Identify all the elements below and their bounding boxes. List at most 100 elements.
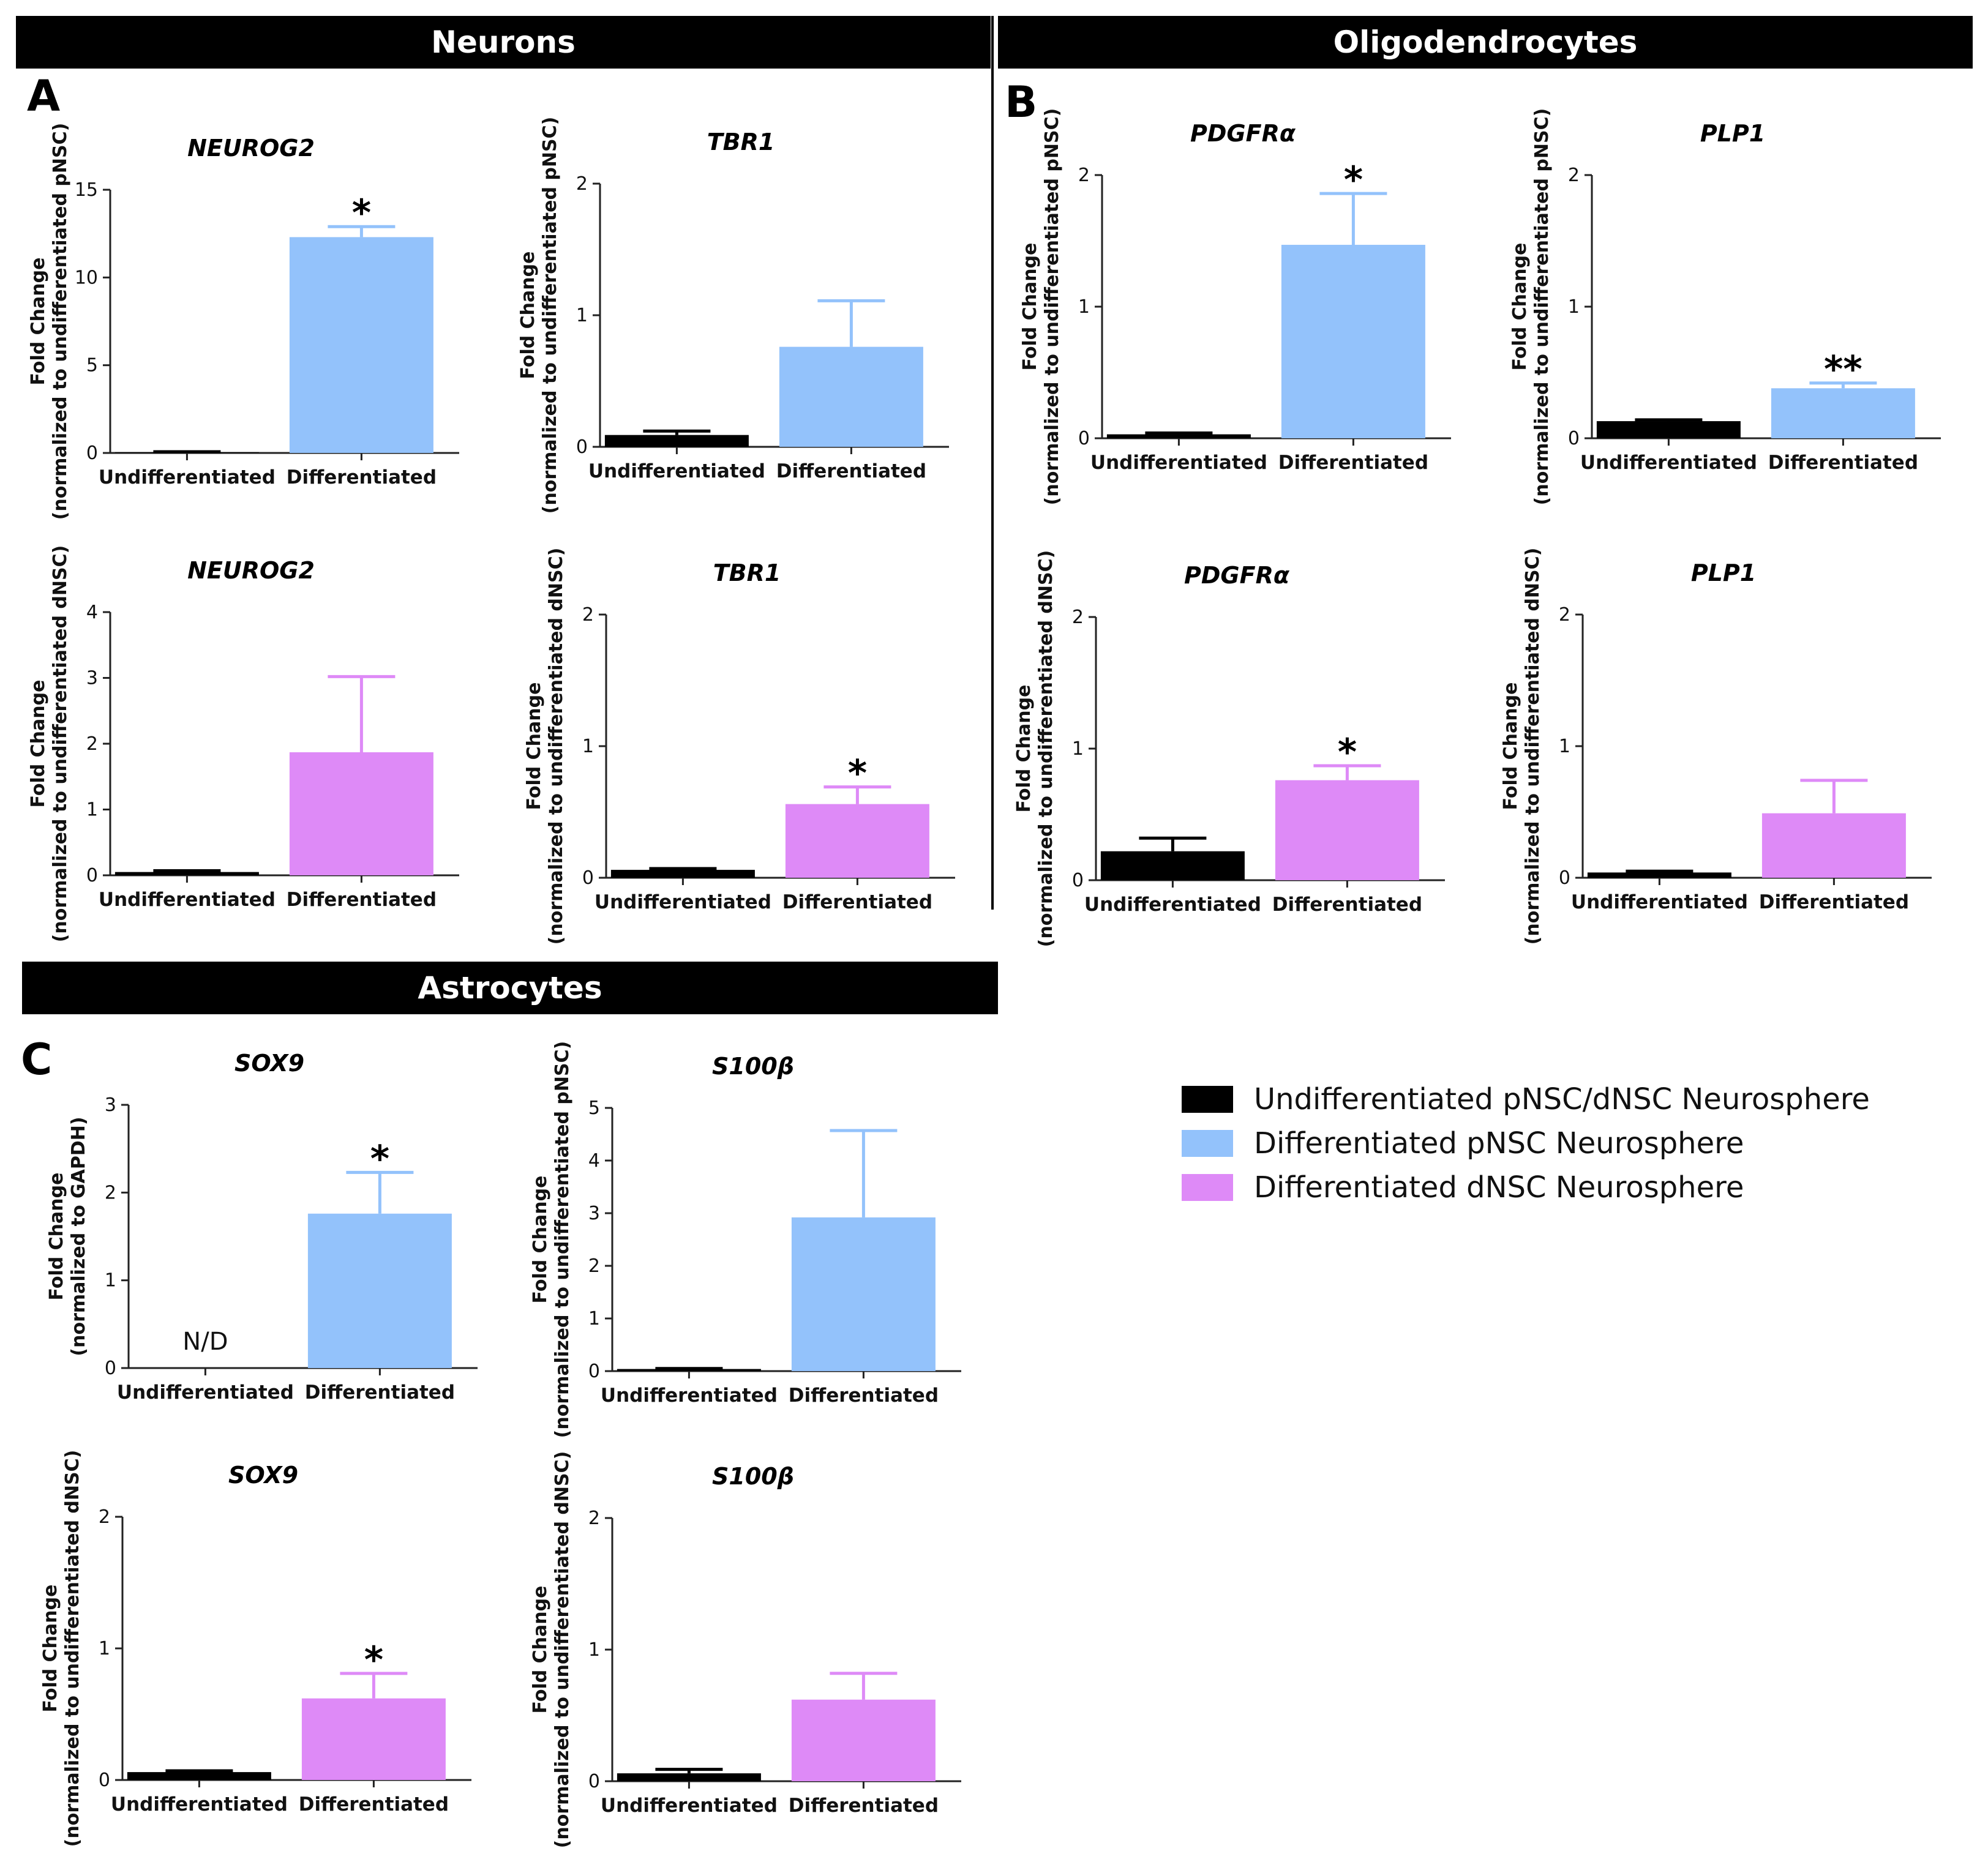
chart-tbr1-dnsc: TBR1 Fold Change (normalized to undifferen… bbox=[523, 548, 955, 944]
chart-s100b-pnsc: S100β Fold Change (normalized to undiffere… bbox=[530, 1041, 961, 1438]
bar bbox=[604, 435, 749, 447]
y-tick-label: 0 bbox=[588, 1771, 600, 1792]
y-tick-label: 0 bbox=[1559, 867, 1570, 889]
y-tick-label: 5 bbox=[588, 1098, 600, 1119]
y-tick-label: 2 bbox=[1072, 607, 1084, 628]
y-tick-label: 4 bbox=[588, 1150, 600, 1172]
chart-plp1-pnsc: PLP1 Fold Change (normalized to undifferen… bbox=[1509, 108, 1941, 506]
y-axis-label: Fold Change bbox=[1013, 685, 1035, 813]
y-axis-label: (normalized to GAPDH) bbox=[68, 1116, 89, 1356]
chart-tbr1-pnsc: TBR1 Fold Change (normalized to undifferen… bbox=[517, 117, 949, 514]
x-tick-label: Undifferentiated bbox=[1571, 891, 1748, 913]
significance-marker: * bbox=[370, 1137, 389, 1180]
chart-pdgfra-dnsc: PDGFRα Fold Change (normalized to undiffer… bbox=[1013, 550, 1445, 947]
x-tick-label: Differentiated bbox=[287, 889, 437, 911]
x-tick-label: Undifferentiated bbox=[117, 1382, 294, 1404]
x-tick-label: Undifferentiated bbox=[1090, 452, 1267, 474]
y-tick-label: 0 bbox=[1072, 870, 1084, 891]
chart-pdgfra-pnsc: PDGFRα Fold Change (normalized to undiffer… bbox=[1019, 108, 1451, 505]
y-tick-label: 3 bbox=[588, 1203, 600, 1224]
x-tick-label: Undifferentiated bbox=[601, 1385, 778, 1407]
chart-neurog2-pnsc: NEUROG2 Fold Change (normalized to undiffe… bbox=[28, 123, 459, 520]
y-tick-label: 0 bbox=[1568, 428, 1580, 449]
y-tick-label: 2 bbox=[1568, 165, 1580, 186]
significance-marker: ** bbox=[1824, 348, 1862, 391]
x-tick-label: Undifferentiated bbox=[99, 466, 276, 488]
chart-title: TBR1 bbox=[713, 559, 781, 586]
panel-divider bbox=[991, 16, 994, 910]
chart-title: SOX9 bbox=[228, 1462, 298, 1489]
y-tick-label: 1 bbox=[105, 1270, 116, 1292]
y-axis-label: Fold Change bbox=[1509, 243, 1531, 371]
bar bbox=[1596, 421, 1741, 438]
legend-swatch bbox=[1182, 1174, 1233, 1201]
legend-label: Differentiated dNSC Neurosphere bbox=[1254, 1170, 1744, 1205]
y-axis-label: Fold Change bbox=[28, 258, 49, 386]
x-tick-label: Differentiated bbox=[305, 1382, 455, 1404]
x-tick-label: Differentiated bbox=[789, 1795, 939, 1817]
y-tick-label: 1 bbox=[86, 799, 98, 821]
bar bbox=[785, 804, 929, 878]
bar bbox=[617, 1773, 761, 1781]
y-tick-label: 15 bbox=[75, 179, 98, 201]
chart-plp1-dnsc: PLP1 Fold Change (normalized to undifferen… bbox=[1500, 548, 1932, 944]
x-tick-label: Differentiated bbox=[1278, 452, 1428, 474]
y-axis-label: (normalized to undifferentiated pNSC) bbox=[552, 1041, 573, 1438]
legend-label: Undifferentiated pNSC/dNSC Neurosphere bbox=[1254, 1082, 1870, 1116]
y-tick-label: 5 bbox=[86, 355, 98, 376]
x-tick-label: Differentiated bbox=[1768, 452, 1918, 474]
bar bbox=[791, 1699, 936, 1781]
bar bbox=[301, 1698, 446, 1780]
chart-title: PLP1 bbox=[1691, 559, 1756, 586]
y-axis-label: (normalized to undifferentiated pNSC) bbox=[1531, 108, 1553, 506]
bar bbox=[779, 346, 923, 447]
bar bbox=[1275, 780, 1419, 880]
banner-neurons: Neurons bbox=[16, 16, 991, 69]
x-tick-label: Undifferentiated bbox=[111, 1793, 288, 1815]
bar bbox=[289, 752, 433, 875]
x-tick-label: Differentiated bbox=[1759, 891, 1909, 913]
bar bbox=[289, 237, 433, 453]
chart-s100b-dnsc: S100β Fold Change (normalized to undiffere… bbox=[530, 1451, 961, 1848]
banner-oligodendrocytes: Oligodendrocytes bbox=[998, 16, 1973, 69]
y-tick-label: 0 bbox=[99, 1770, 110, 1791]
y-tick-label: 1 bbox=[1072, 738, 1084, 760]
significance-marker: * bbox=[1344, 159, 1363, 201]
bar bbox=[610, 870, 755, 878]
significance-marker: * bbox=[848, 752, 867, 795]
y-axis-label: Fold Change bbox=[530, 1176, 551, 1304]
y-tick-label: 0 bbox=[576, 436, 588, 458]
y-tick-label: 3 bbox=[105, 1094, 116, 1116]
x-tick-label: Differentiated bbox=[299, 1793, 449, 1815]
y-axis-label: (normalized to undifferentiated pNSC) bbox=[539, 117, 561, 514]
y-axis-label: Fold Change bbox=[530, 1586, 551, 1714]
y-tick-label: 0 bbox=[105, 1358, 116, 1379]
bar bbox=[307, 1213, 452, 1368]
panel-letter-a: A bbox=[27, 71, 61, 121]
y-tick-label: 1 bbox=[1559, 736, 1570, 757]
chart-title: PLP1 bbox=[1700, 120, 1765, 147]
chart-title: PDGFRα bbox=[1190, 120, 1296, 147]
y-tick-label: 0 bbox=[582, 867, 594, 889]
legend-label: Differentiated pNSC Neurosphere bbox=[1254, 1126, 1744, 1161]
chart-title: NEUROG2 bbox=[187, 557, 315, 584]
x-tick-label: Differentiated bbox=[776, 460, 926, 482]
y-tick-label: 2 bbox=[1559, 604, 1570, 626]
legend-swatch bbox=[1182, 1086, 1233, 1113]
panel-letter-b: B bbox=[1005, 77, 1038, 127]
x-tick-label: Differentiated bbox=[789, 1385, 939, 1407]
chart-title: PDGFRα bbox=[1184, 562, 1290, 589]
y-tick-label: 0 bbox=[588, 1361, 600, 1382]
y-tick-label: 0 bbox=[86, 443, 98, 464]
y-axis-label: (normalized to undifferentiated pNSC) bbox=[50, 123, 71, 520]
legend: Undifferentiated pNSC/dNSC Neurosphere D… bbox=[1182, 1077, 1870, 1210]
y-tick-label: 2 bbox=[105, 1182, 116, 1203]
chart-title: S100β bbox=[712, 1463, 794, 1490]
legend-item-undifferentiated: Undifferentiated pNSC/dNSC Neurosphere bbox=[1182, 1077, 1870, 1121]
y-tick-label: 10 bbox=[75, 267, 98, 288]
chart-title: S100β bbox=[712, 1053, 794, 1080]
chart-sox9-gapdh: SOX9 Fold Change (normalized to GAPDH) 0 1 2 3… bbox=[46, 1050, 478, 1404]
y-tick-label: 1 bbox=[1078, 296, 1090, 318]
y-tick-label: 1 bbox=[582, 736, 594, 757]
x-tick-label: Undifferentiated bbox=[1580, 452, 1757, 474]
